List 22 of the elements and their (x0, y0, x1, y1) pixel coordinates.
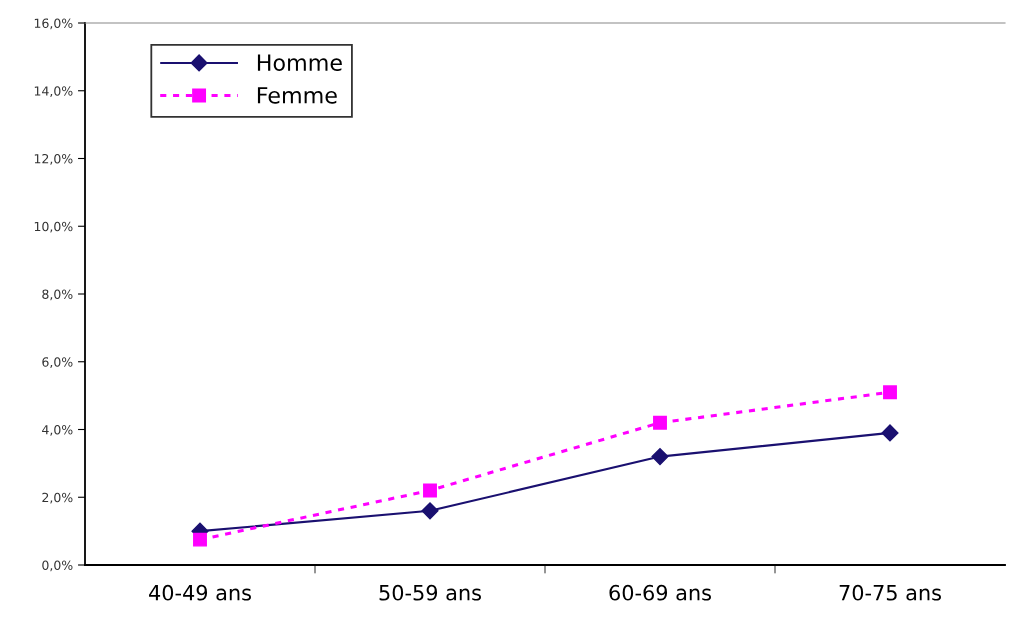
y-tick-label: 2,0% (42, 492, 73, 504)
y-tick-label: 8,0% (42, 289, 73, 301)
legend-label: Homme (257, 54, 342, 72)
point (193, 532, 207, 547)
legend-label: Femme (257, 87, 337, 104)
y-tick-label: 14,0% (34, 86, 73, 97)
y-tick-label: 12,0% (34, 153, 73, 165)
point (423, 483, 437, 498)
point (881, 424, 899, 442)
point (883, 385, 897, 400)
x-tick-label: 40-49 ans (149, 584, 251, 601)
x-tick-label: 60-69 ans (609, 584, 711, 601)
point (421, 502, 439, 520)
y-tick-label: 4,0% (42, 424, 73, 436)
y-tick-label: 10,0% (34, 221, 73, 233)
x-tick-label: 50-59 ans (379, 584, 481, 601)
point (651, 448, 669, 466)
y-tick-label: 16,0% (34, 18, 73, 30)
y-tick-label: 6,0% (42, 357, 73, 368)
point (653, 415, 667, 430)
x-tick-label: 70-75 ans (839, 584, 941, 601)
y-tick-label: 0,0% (42, 560, 73, 572)
